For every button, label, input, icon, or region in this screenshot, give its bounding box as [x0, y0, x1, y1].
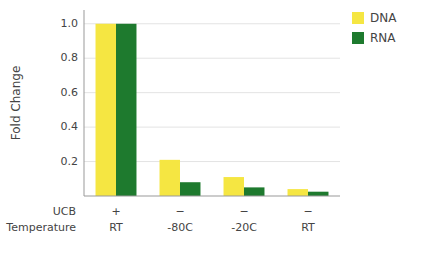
legend-swatch — [352, 32, 364, 44]
y-tick-label: 0.6 — [61, 86, 79, 99]
y-tick-label: 1.0 — [61, 17, 79, 30]
row-label: Temperature — [5, 221, 76, 234]
row-label: UCB — [53, 205, 76, 218]
x-tick-label: + — [111, 205, 120, 218]
bar — [288, 189, 308, 196]
y-axis-line — [84, 10, 85, 196]
legend: DNA RNA — [352, 11, 397, 45]
x-tick-label: -80C — [167, 221, 193, 234]
chart: 0.2 0.4 0.6 0.8 1.0 + RT − -80C − -20C − RT UCB Temper… — [0, 0, 423, 265]
bar — [308, 192, 328, 196]
y-axis-label: Fold Change — [9, 66, 23, 141]
bars — [96, 24, 329, 196]
background — [0, 0, 423, 265]
legend-label: RNA — [370, 31, 396, 45]
legend-label: DNA — [370, 11, 397, 25]
y-tick-label: 0.2 — [61, 155, 79, 168]
legend-swatch — [352, 12, 364, 24]
x-tick-label: RT — [109, 221, 123, 234]
bar — [180, 182, 200, 196]
bar — [160, 160, 180, 196]
x-tick-label: − — [303, 205, 312, 218]
y-tick-label: 0.4 — [61, 120, 79, 133]
x-tick-label: RT — [301, 221, 315, 234]
bar — [96, 24, 116, 196]
x-tick-label: − — [239, 205, 248, 218]
y-tick-label: 0.8 — [61, 51, 79, 64]
bar — [116, 24, 136, 196]
bar — [244, 187, 264, 196]
x-axis-line — [84, 196, 340, 197]
bar — [224, 177, 244, 196]
x-tick-label: -20C — [231, 221, 257, 234]
x-tick-label: − — [175, 205, 184, 218]
